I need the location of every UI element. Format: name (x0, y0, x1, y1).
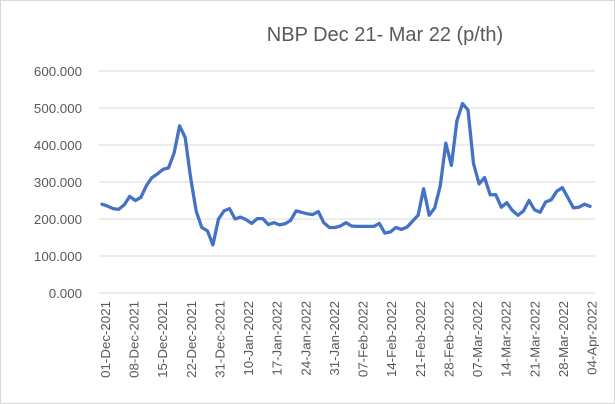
x-tick-label: 14-Mar-2022 (499, 301, 514, 377)
x-tick-label: 31-Dec-2021 (212, 301, 227, 378)
y-axis-tick-labels: 0.000 100.000 200.000 300.000 400.000 500.000… (34, 64, 82, 301)
x-tick-label: 31-Jan-2022 (327, 301, 342, 376)
y-tick-label: 200.000 (34, 212, 82, 227)
y-tick-label: 300.000 (34, 175, 82, 190)
y-tick-label: 600.000 (34, 64, 82, 79)
x-tick-label: 15-Dec-2021 (155, 301, 170, 378)
x-tick-label: 24-Jan-2022 (298, 301, 313, 376)
y-tick-label: 400.000 (34, 138, 82, 153)
y-tick-label: 500.000 (34, 101, 82, 116)
x-tick-label: 14-Feb-2022 (384, 301, 399, 377)
x-tick-label: 01-Dec-2021 (98, 301, 113, 378)
x-tick-label: 04-Apr-2022 (585, 301, 600, 375)
x-tick-label: 17-Jan-2022 (270, 301, 285, 376)
y-tick-label: 100.000 (34, 249, 82, 264)
y-tick-label: 0.000 (49, 286, 82, 301)
x-tick-label: 10-Jan-2022 (241, 301, 256, 376)
chart-title: NBP Dec 21- Mar 22 (p/th) (267, 24, 503, 46)
x-tick-label: 07-Feb-2022 (356, 301, 371, 377)
x-tick-label: 28-Mar-2022 (556, 301, 571, 377)
x-axis-tick-labels: 01-Dec-2021 08-Dec-2021 15-Dec-2021 22-Dec-… (98, 301, 600, 378)
x-tick-label: 28-Feb-2022 (441, 301, 456, 377)
x-tick-label: 08-Dec-2021 (127, 301, 142, 378)
gridlines (99, 70, 595, 294)
x-tick-label: 07-Mar-2022 (470, 301, 485, 377)
x-tick-label: 22-Dec-2021 (184, 301, 199, 378)
series-line (100, 101, 592, 247)
series-group (100, 101, 592, 247)
x-tick-label: 21-Feb-2022 (413, 301, 428, 377)
x-tick-label: 21-Mar-2022 (527, 301, 542, 377)
